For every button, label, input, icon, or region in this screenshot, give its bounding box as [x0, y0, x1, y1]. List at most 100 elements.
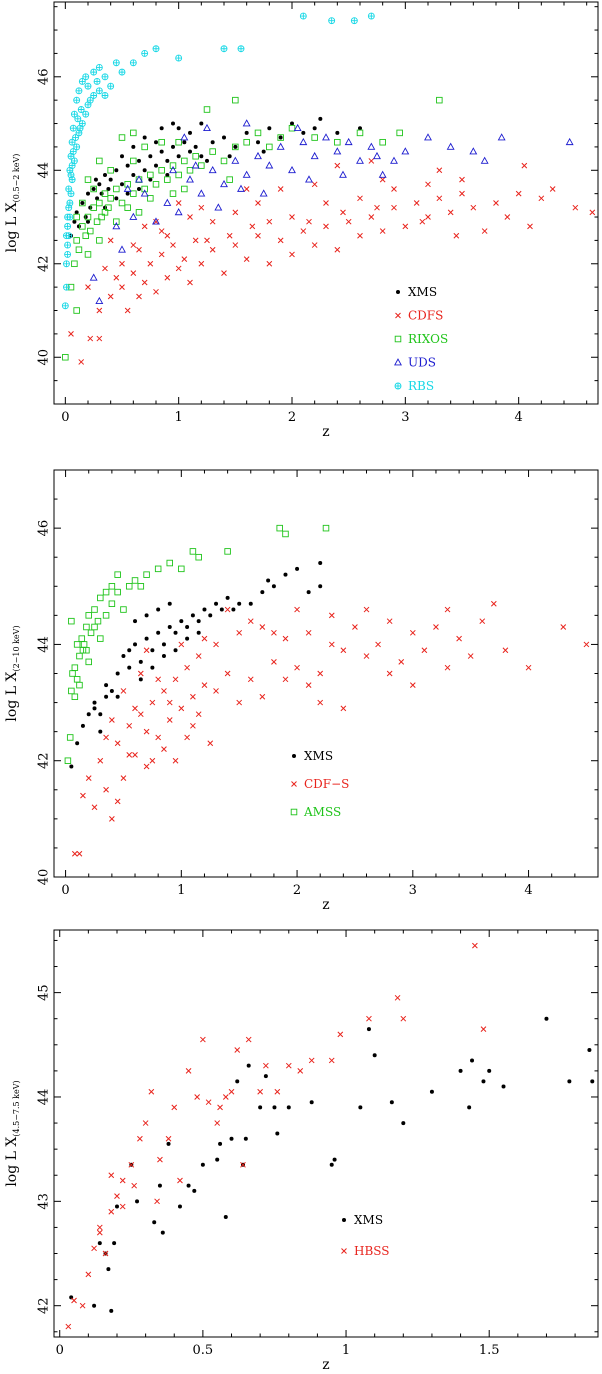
data-point-amss	[131, 577, 139, 584]
data-point-amss	[282, 530, 289, 538]
data-point-hbss	[119, 1203, 126, 1210]
data-point-xms	[196, 630, 201, 635]
plot-frame	[53, 1, 599, 405]
data-point-rbs	[69, 124, 77, 132]
data-point-amss	[189, 548, 197, 555]
data-point-rixos	[73, 213, 80, 221]
x-tick-label: 0.5	[193, 1343, 214, 1358]
data-point-cdfs	[243, 256, 250, 262]
data-point-hbss	[337, 1031, 344, 1038]
data-point-cdf-s	[444, 664, 451, 671]
x-axis-label: z	[322, 1357, 329, 1373]
data-point-hbss	[171, 1104, 178, 1111]
data-point-cdfs	[481, 228, 488, 234]
data-point-cdf-s	[467, 653, 474, 659]
data-point-rixos	[181, 157, 188, 165]
data-point-xms	[144, 636, 149, 641]
data-point-amss	[114, 571, 121, 578]
data-point-cdf-s	[363, 653, 370, 659]
data-point-rixos	[254, 129, 262, 137]
data-point-xms	[167, 624, 172, 629]
data-point-rbs	[95, 87, 103, 95]
data-point-rbs	[64, 222, 72, 230]
data-point-xms	[318, 116, 323, 121]
data-point-cdfs	[187, 279, 193, 286]
data-point-cdf-s	[161, 688, 167, 694]
data-point-amss	[125, 583, 133, 590]
data-point-xms	[160, 1230, 165, 1235]
data-point-rixos	[130, 129, 137, 137]
data-point-uds	[390, 156, 398, 164]
data-point-xms	[177, 1204, 182, 1209]
data-point-cdf-s	[184, 664, 190, 671]
data-point-cdfs	[306, 218, 312, 225]
data-point-uds	[123, 184, 132, 192]
x-tick-label: 2	[293, 883, 301, 898]
data-point-rixos	[141, 143, 148, 151]
data-point-hbss	[185, 1068, 192, 1074]
data-point-xms	[92, 700, 97, 705]
data-point-hbss	[308, 1057, 315, 1064]
data-point-cdf-s	[149, 699, 156, 706]
data-point-cdfs	[538, 195, 545, 202]
data-point-cdf-s	[178, 641, 185, 648]
data-point-hbss	[142, 1120, 149, 1126]
data-point-cdf-s	[97, 757, 104, 764]
data-point-cdfs	[391, 204, 397, 211]
series-xms	[69, 1016, 595, 1313]
data-point-amss	[76, 681, 83, 689]
x-tick-label: 2	[288, 410, 296, 425]
data-point-rbs	[63, 232, 70, 240]
data-point-cdf-s	[103, 786, 109, 793]
data-point-cdf-s	[143, 728, 150, 735]
data-point-xms	[109, 1308, 114, 1313]
data-point-xms	[133, 642, 138, 647]
data-point-xms	[127, 665, 132, 670]
data-point-rbs	[328, 17, 336, 25]
data-point-xms	[69, 764, 74, 769]
data-point-hbss	[128, 1161, 135, 1168]
data-point-xms	[202, 607, 207, 612]
data-point-xms	[115, 694, 120, 699]
data-point-rbs	[90, 68, 98, 76]
data-point-rbs	[141, 50, 149, 57]
data-point-cdfs	[136, 293, 142, 300]
data-point-hbss	[65, 1323, 72, 1330]
data-point-cdfs	[453, 232, 460, 239]
data-point-amss	[154, 565, 162, 573]
data-point-hbss	[71, 1297, 77, 1304]
data-point-xms	[332, 1157, 337, 1162]
data-point-rixos	[135, 209, 143, 216]
data-point-cdf-s	[137, 711, 144, 718]
legend: XMS CDFS RIXOS UDS RBS	[394, 285, 448, 393]
data-point-cdf-s	[224, 670, 231, 677]
data-point-hbss	[108, 1172, 115, 1179]
data-point-rbs	[367, 12, 375, 20]
data-point-amss	[224, 548, 231, 555]
data-point-xms	[161, 642, 166, 647]
data-point-rixos	[118, 134, 126, 141]
data-point-xms	[587, 1048, 592, 1053]
data-point-xms	[218, 1141, 223, 1146]
data-point-uds	[203, 123, 211, 132]
data-point-cdfs	[436, 195, 443, 202]
data-point-uds	[356, 156, 364, 164]
data-point-xms	[106, 186, 111, 191]
data-point-cdfs	[249, 223, 256, 230]
data-point-rixos	[113, 185, 120, 193]
data-point-cdfs	[119, 284, 125, 290]
data-point-cdf-s	[109, 717, 115, 723]
data-point-rixos	[152, 181, 160, 188]
data-point-xms	[286, 1105, 291, 1110]
data-point-cdf-s	[340, 647, 347, 654]
data-point-xms	[142, 168, 147, 173]
legend-marker-hbss	[341, 1248, 347, 1254]
data-point-cdf-s	[155, 676, 162, 683]
chart-panel-1: 0 1 2 3 4 40 42 44 46 z log L X(0.5−2 keV) XMS CDFS R…	[4, 1, 599, 440]
data-point-cdf-s	[409, 682, 416, 688]
data-point-uds	[333, 147, 342, 155]
data-point-rixos	[158, 138, 165, 146]
data-point-xms	[185, 624, 190, 629]
data-point-rixos	[105, 204, 112, 211]
data-point-xms	[74, 210, 79, 215]
